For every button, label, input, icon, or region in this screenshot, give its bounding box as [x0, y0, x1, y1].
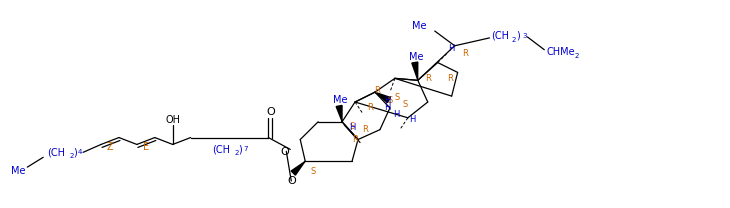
Text: 2: 2	[69, 153, 74, 159]
Text: H: H	[384, 103, 390, 113]
Text: Z: Z	[107, 142, 113, 152]
Text: S: S	[310, 167, 316, 176]
Text: Me: Me	[333, 95, 347, 105]
Polygon shape	[291, 161, 305, 175]
Text: H: H	[393, 110, 399, 119]
Text: S: S	[388, 95, 393, 105]
Text: E: E	[143, 142, 149, 152]
Text: R: R	[352, 135, 358, 144]
Text: R: R	[425, 74, 431, 83]
Text: Me: Me	[12, 166, 26, 176]
Polygon shape	[412, 62, 418, 80]
Text: 2: 2	[234, 150, 239, 156]
Text: 4: 4	[78, 149, 82, 155]
Text: H: H	[409, 115, 415, 124]
Text: R: R	[362, 125, 368, 134]
Text: R: R	[374, 86, 380, 95]
Text: O: O	[287, 176, 296, 186]
Text: (CH: (CH	[47, 147, 65, 157]
Text: Me: Me	[412, 21, 427, 31]
Text: H: H	[384, 95, 390, 105]
Text: Me: Me	[409, 52, 423, 62]
Text: H: H	[349, 123, 356, 132]
Text: S: S	[402, 100, 407, 109]
Text: O: O	[266, 107, 274, 117]
Text: 2: 2	[575, 53, 579, 59]
Polygon shape	[336, 105, 342, 122]
Text: 2: 2	[512, 37, 516, 43]
Text: (CH: (CH	[491, 31, 510, 41]
Text: ): )	[73, 147, 77, 157]
Text: 7: 7	[244, 146, 248, 152]
Text: CHMe: CHMe	[546, 47, 575, 57]
Text: ): )	[516, 31, 520, 41]
Text: ): )	[239, 144, 242, 154]
Text: OH: OH	[165, 115, 180, 125]
Polygon shape	[375, 92, 391, 103]
Text: 3: 3	[523, 33, 527, 39]
Text: H: H	[448, 44, 455, 53]
Text: R: R	[447, 74, 453, 83]
Text: S: S	[394, 93, 399, 102]
Text: (CH: (CH	[212, 144, 231, 154]
Text: S: S	[350, 122, 355, 131]
Text: O: O	[280, 147, 288, 157]
Text: R: R	[367, 103, 373, 113]
Text: R: R	[461, 49, 467, 58]
